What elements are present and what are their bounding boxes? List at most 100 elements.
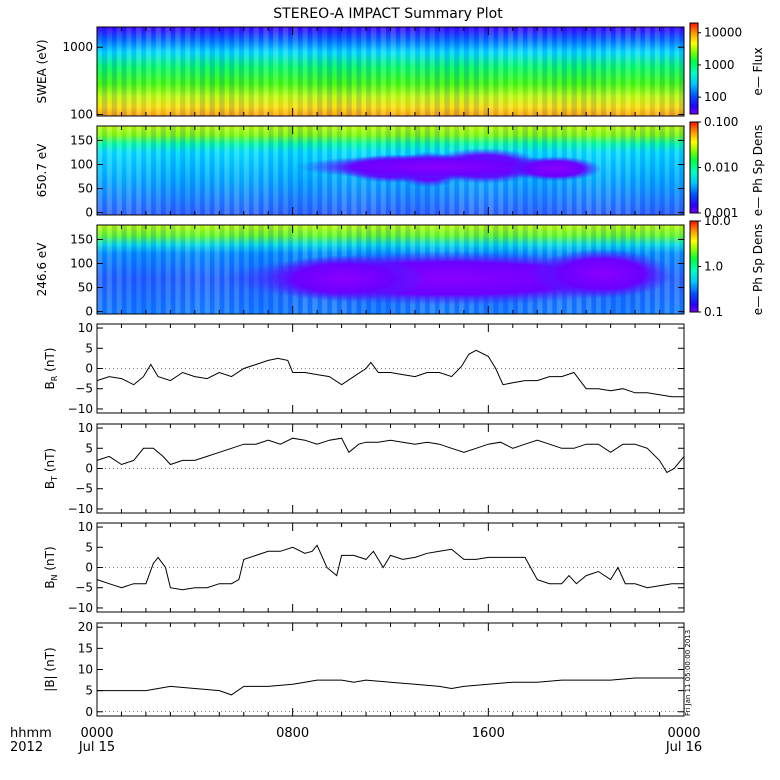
- pad650-streak: [150, 126, 157, 215]
- pad246-streak: [185, 225, 191, 314]
- swea-streak: [390, 27, 396, 116]
- pad246-colorbar-label: e— Ph Sp Dens: [751, 224, 765, 315]
- y-tick-label: 50: [78, 281, 93, 295]
- pad650-streak: [175, 126, 181, 215]
- plot-title: STEREO-A IMPACT Summary Plot: [273, 6, 503, 22]
- swea-streak: [199, 27, 206, 116]
- pad650-streak: [155, 126, 162, 215]
- swea-spectrogram: [97, 27, 684, 116]
- bmag-frame: [96, 622, 685, 717]
- y-tick-label: 10: [78, 321, 93, 335]
- ylabel-unit: (nT): [43, 448, 57, 476]
- ylabel-main: B: [43, 481, 57, 489]
- pad246-streak: [165, 225, 171, 314]
- panel-bn: −10 −5 0 5 10 BN (nT): [43, 520, 685, 615]
- swea-streak: [346, 27, 352, 116]
- pad650-low-density-region: [507, 156, 602, 182]
- pad650-streak: [126, 126, 132, 215]
- pad650-streak: [97, 126, 103, 215]
- pad650-streak: [209, 126, 215, 215]
- pad246-streak: [160, 225, 166, 314]
- swea-streak: [478, 27, 484, 116]
- ylabel-main: B: [43, 580, 57, 588]
- swea-streak: [131, 27, 137, 116]
- swea-streak: [473, 27, 480, 116]
- swea-streak: [463, 27, 470, 116]
- pad650-streak: [219, 126, 225, 215]
- pad650-low-density-region: [296, 154, 579, 180]
- pad650-streak: [199, 126, 206, 215]
- swea-streak: [488, 27, 494, 116]
- swea-streak: [189, 27, 196, 116]
- pad246-streak: [674, 225, 680, 314]
- panel-bmag: 0 5 10 15 20 |B| (nT): [43, 620, 685, 719]
- pad246-ylabel: 246.6 eV: [35, 242, 49, 297]
- y-tick-label: 150: [70, 232, 93, 246]
- swea-streak: [238, 27, 245, 116]
- swea-streak: [400, 27, 406, 116]
- pad246-streak: [136, 225, 142, 314]
- ylabel-unit: (nT): [43, 546, 57, 574]
- pad246-streak: [150, 225, 157, 314]
- swea-streak: [556, 27, 563, 116]
- swea-streak: [336, 27, 343, 116]
- swea-streak: [312, 27, 318, 116]
- swea-streak: [630, 27, 636, 116]
- y-tick-label: 0: [85, 206, 93, 220]
- pad650-streak: [243, 126, 250, 215]
- swea-streak: [233, 27, 240, 116]
- swea-streak: [395, 27, 401, 116]
- swea-streak: [674, 27, 680, 116]
- swea-streak: [106, 27, 113, 116]
- swea-streak: [405, 27, 411, 116]
- swea-streak: [566, 27, 572, 116]
- swea-streak: [322, 27, 328, 116]
- swea-streak: [121, 27, 127, 116]
- pad650-streak: [649, 126, 656, 215]
- swea-streak: [292, 27, 299, 116]
- pad246-streak: [155, 225, 162, 314]
- swea-streak: [507, 27, 514, 116]
- pad246-streak: [126, 225, 132, 314]
- y-tick-label: −5: [75, 482, 93, 496]
- swea-streak: [537, 27, 543, 116]
- colorbar-tick-label: 100: [704, 90, 727, 104]
- pad650-streak: [654, 126, 661, 215]
- colorbar-tick-label: 0.1: [704, 305, 723, 319]
- swea-streak: [361, 27, 367, 116]
- swea-streak: [649, 27, 656, 116]
- pad650-streak: [679, 126, 685, 215]
- pad650-streak: [214, 126, 220, 215]
- swea-streak: [273, 27, 279, 116]
- pad650-streak: [233, 126, 240, 215]
- pad246-streak: [121, 225, 127, 314]
- swea-streak: [639, 27, 646, 116]
- pad246-streak: [229, 225, 235, 314]
- pad650-streak: [185, 126, 191, 215]
- pad650-streak: [121, 126, 127, 215]
- pad650-streak: [292, 126, 299, 215]
- pad650-streak: [101, 126, 108, 215]
- swea-streak: [512, 27, 519, 116]
- pad246-streak: [101, 225, 108, 314]
- panel-pad650: 0.001 0.010 0.100 e— Ph Sp Dens 0 50 100 150 650…: [35, 115, 765, 220]
- swea-streak: [175, 27, 181, 116]
- pad650-streak: [644, 126, 651, 215]
- y-tick-label: 10: [78, 421, 93, 435]
- pad650-streak: [600, 126, 607, 215]
- swea-streak: [654, 27, 661, 116]
- pad650-streak: [160, 126, 166, 215]
- pad650-streak: [659, 126, 665, 215]
- pad650-streak: [635, 126, 641, 215]
- y-tick-label: 100: [70, 108, 93, 122]
- swea-streak: [483, 27, 489, 116]
- pad650-streak: [116, 126, 122, 215]
- pad650-streak: [141, 126, 147, 215]
- pad650-streak: [639, 126, 646, 215]
- swea-streak: [317, 27, 323, 116]
- pad650-streak: [106, 126, 113, 215]
- pad650-streak: [277, 126, 284, 215]
- swea-streak: [449, 27, 455, 116]
